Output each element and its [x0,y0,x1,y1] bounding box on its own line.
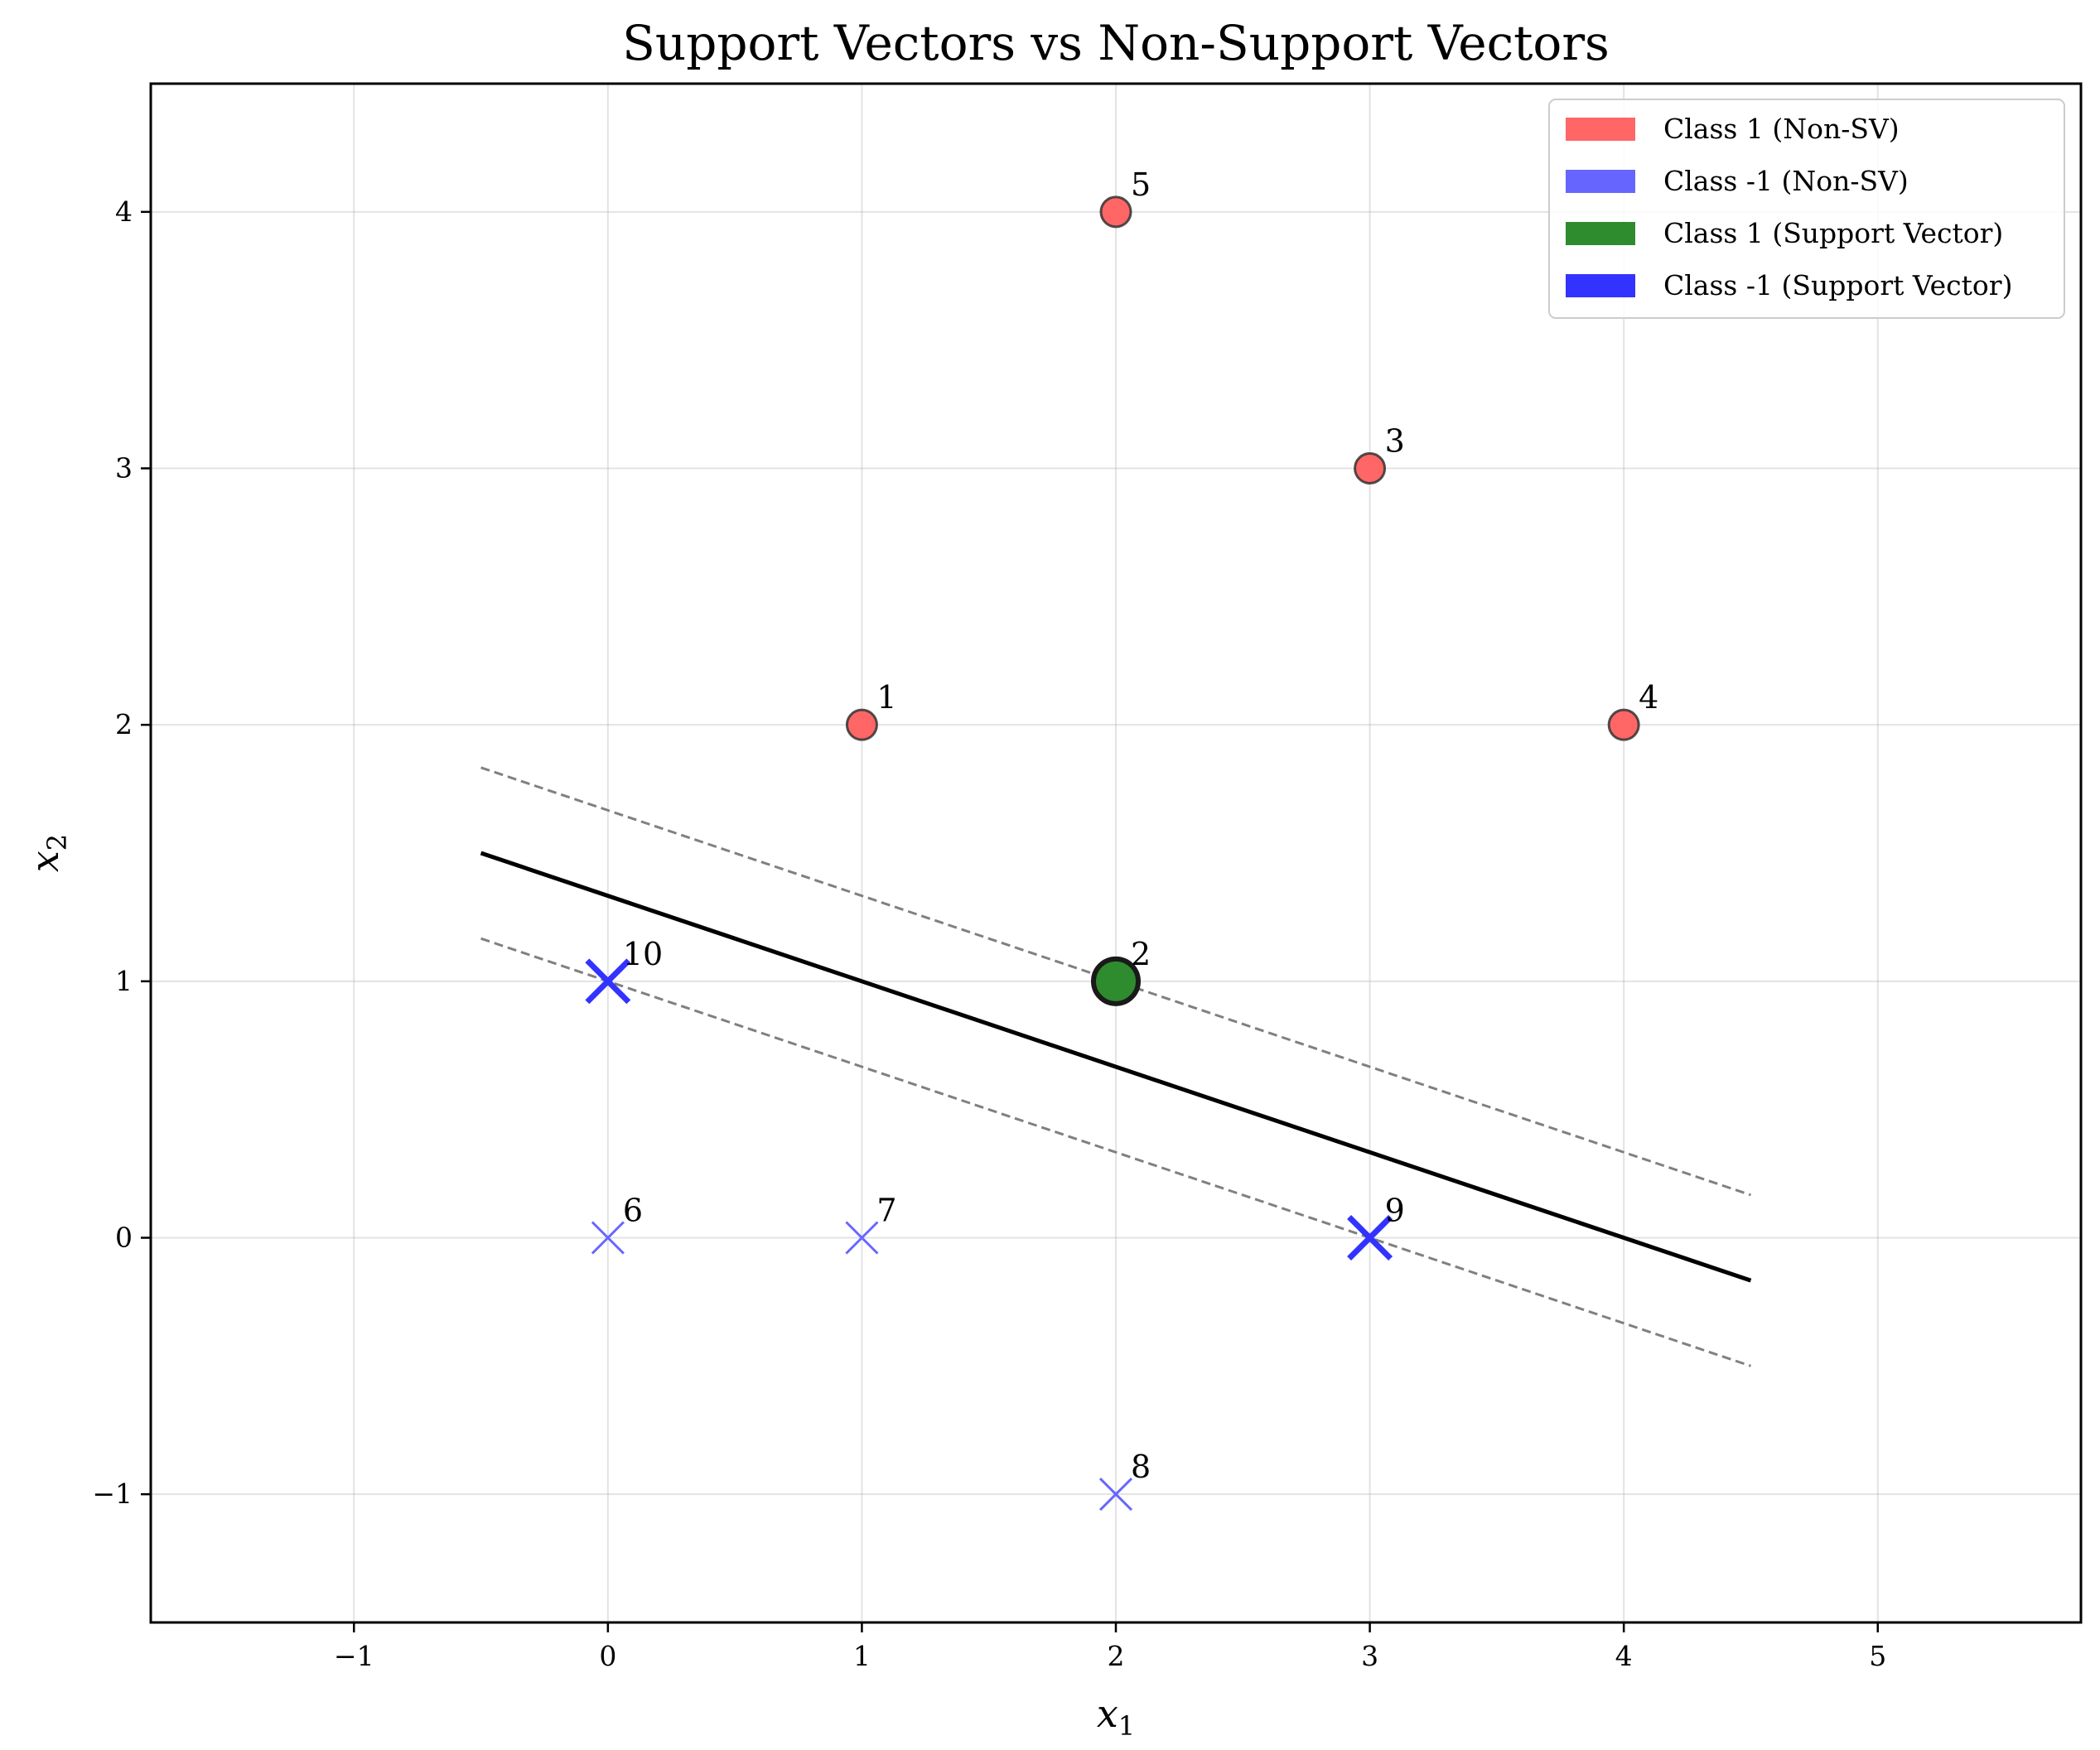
point-labels: 1 3 4 5 6 7 8 2 9 10 [623,166,1659,1485]
class-neg1-point-7 [845,1221,879,1255]
support-vector-point-9 [1347,1215,1393,1261]
x-marker-stroke [591,1221,625,1255]
decision-boundary-line [480,851,1752,1283]
legend-swatch [1566,274,1635,297]
x-tick-label: 1 [853,1640,871,1672]
point-label-7: 7 [876,1193,896,1229]
legend-label: Class 1 (Support Vector) [1663,217,2003,249]
x-marker-stroke [845,1221,879,1255]
y-tick-label: 0 [115,1222,133,1254]
legend: Class 1 (Non-SV) Class -1 (Non-SV) Class 1… [1548,99,2065,319]
x-tick-label: −1 [334,1640,374,1672]
legend-swatch [1566,118,1635,141]
y-tick-label: 2 [115,708,133,740]
x-marker-stroke [1347,1215,1393,1261]
point-label-3: 3 [1385,423,1405,460]
x-tick-label: 2 [1108,1640,1125,1672]
axis-ticks: −1 0 1 2 3 4 5 −1 0 1 2 3 4 [92,195,1886,1672]
chart-title: Support Vectors vs Non-Support Vectors [622,15,1610,71]
x-tick-label: 0 [599,1640,616,1672]
class1-point-5 [1099,195,1132,229]
support-vector-point-10 [585,958,631,1005]
point-label-5: 5 [1131,166,1151,203]
x-tick-label: 4 [1615,1640,1633,1672]
legend-swatch [1566,170,1635,193]
point-label-2: 2 [1131,936,1151,972]
y-axis-label: x2 [22,834,73,872]
legend-label: Class 1 (Non-SV) [1663,113,1900,145]
legend-swatch [1566,222,1635,245]
point-label-4: 4 [1639,679,1658,716]
class1-point-4 [1607,708,1640,741]
y-axis-label-subscript: 2 [41,834,73,851]
y-axis-label-main: x [22,851,67,872]
support-vector-point-2 [1091,956,1141,1006]
margin-lower-line [480,937,1751,1367]
y-tick-label: 4 [115,195,133,228]
legend-label: Class -1 (Non-SV) [1663,165,1909,197]
legend-box [1548,99,2065,319]
class-neg1-point-6 [591,1221,625,1255]
legend-label: Class -1 (Support Vector) [1663,269,2012,301]
class-neg1-point-8 [1098,1478,1133,1511]
point-label-9: 9 [1385,1193,1405,1229]
point-label-6: 6 [623,1193,643,1229]
class1-point-3 [1354,452,1387,485]
x-marker-stroke [585,958,631,1005]
data-points [585,195,1640,1511]
y-tick-label: 1 [115,965,133,997]
x-axis-label: x1 [1097,1691,1135,1742]
x-marker-stroke [1098,1478,1133,1511]
point-label-1: 1 [876,679,896,716]
x-axis-label-subscript: 1 [1118,1710,1135,1742]
y-tick-label: 3 [115,452,133,485]
class1-point-1 [845,708,878,741]
y-tick-label: −1 [92,1478,133,1510]
x-tick-label: 5 [1869,1640,1886,1672]
point-label-10: 10 [623,936,663,972]
x-axis-label-main: x [1097,1691,1118,1736]
point-label-8: 8 [1131,1449,1151,1485]
x-tick-label: 3 [1361,1640,1378,1672]
